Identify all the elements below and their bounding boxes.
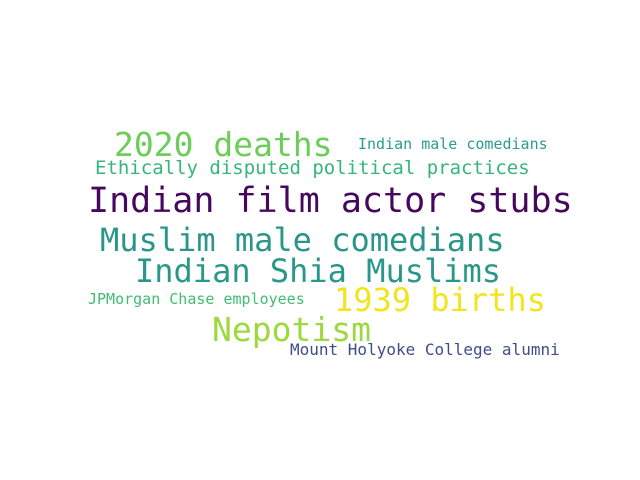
- word-1939-births: 1939 births: [334, 281, 546, 319]
- word-2020-deaths: 2020 deaths: [114, 125, 333, 164]
- word-jpmorgan-chase-employees: JPMorgan Chase employees: [88, 290, 305, 308]
- word-nepotism: Nepotism: [212, 310, 371, 349]
- word-ethically-disputed-political-practices: Ethically disputed political practices: [95, 157, 530, 179]
- word-indian-shia-muslims: Indian Shia Muslims: [135, 252, 502, 290]
- word-indian-film-actor-stubs: Indian film actor stubs: [88, 181, 573, 221]
- word-mount-holyoke-college-alumni: Mount Holyoke College alumni: [290, 340, 560, 359]
- word-muslim-male-comedians: Muslim male comedians: [100, 221, 505, 259]
- word-indian-male-comedians: Indian male comedians: [358, 135, 548, 153]
